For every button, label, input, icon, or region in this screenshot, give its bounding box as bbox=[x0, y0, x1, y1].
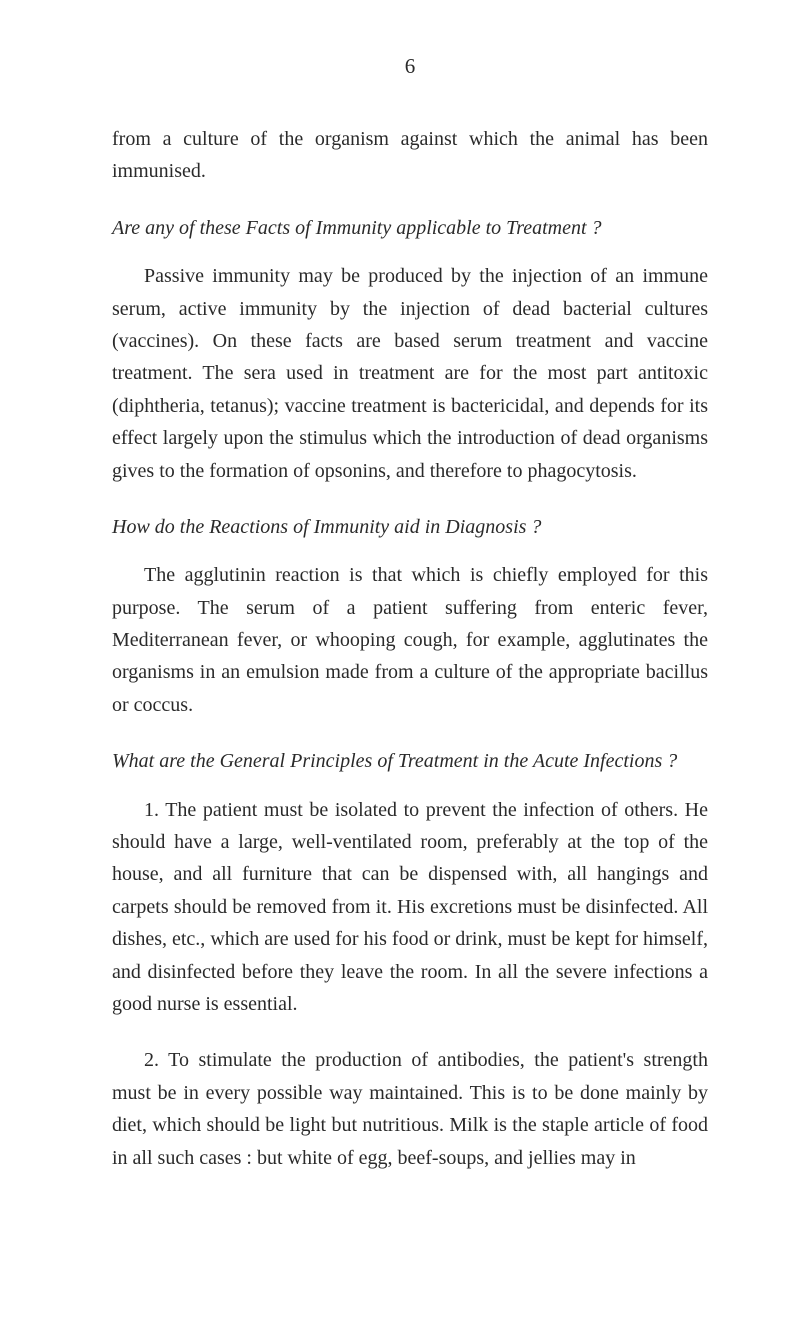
page-number: 6 bbox=[112, 54, 708, 79]
heading-question-3: What are the General Principles of Treat… bbox=[112, 745, 708, 777]
paragraph-point-2: 2. To stimulate the production of antibo… bbox=[112, 1044, 708, 1174]
heading-question-1: Are any of these Facts of Immunity appli… bbox=[112, 212, 708, 244]
paragraph-answer-1: Passive immunity may be produced by the … bbox=[112, 260, 708, 487]
paragraph-intro: from a culture of the organism against w… bbox=[112, 123, 708, 188]
heading-question-2: How do the Reactions of Immunity aid in … bbox=[112, 511, 708, 543]
paragraph-answer-2: The agglutinin reaction is that which is… bbox=[112, 559, 708, 721]
paragraph-point-1: 1. The patient must be isolated to preve… bbox=[112, 794, 708, 1021]
